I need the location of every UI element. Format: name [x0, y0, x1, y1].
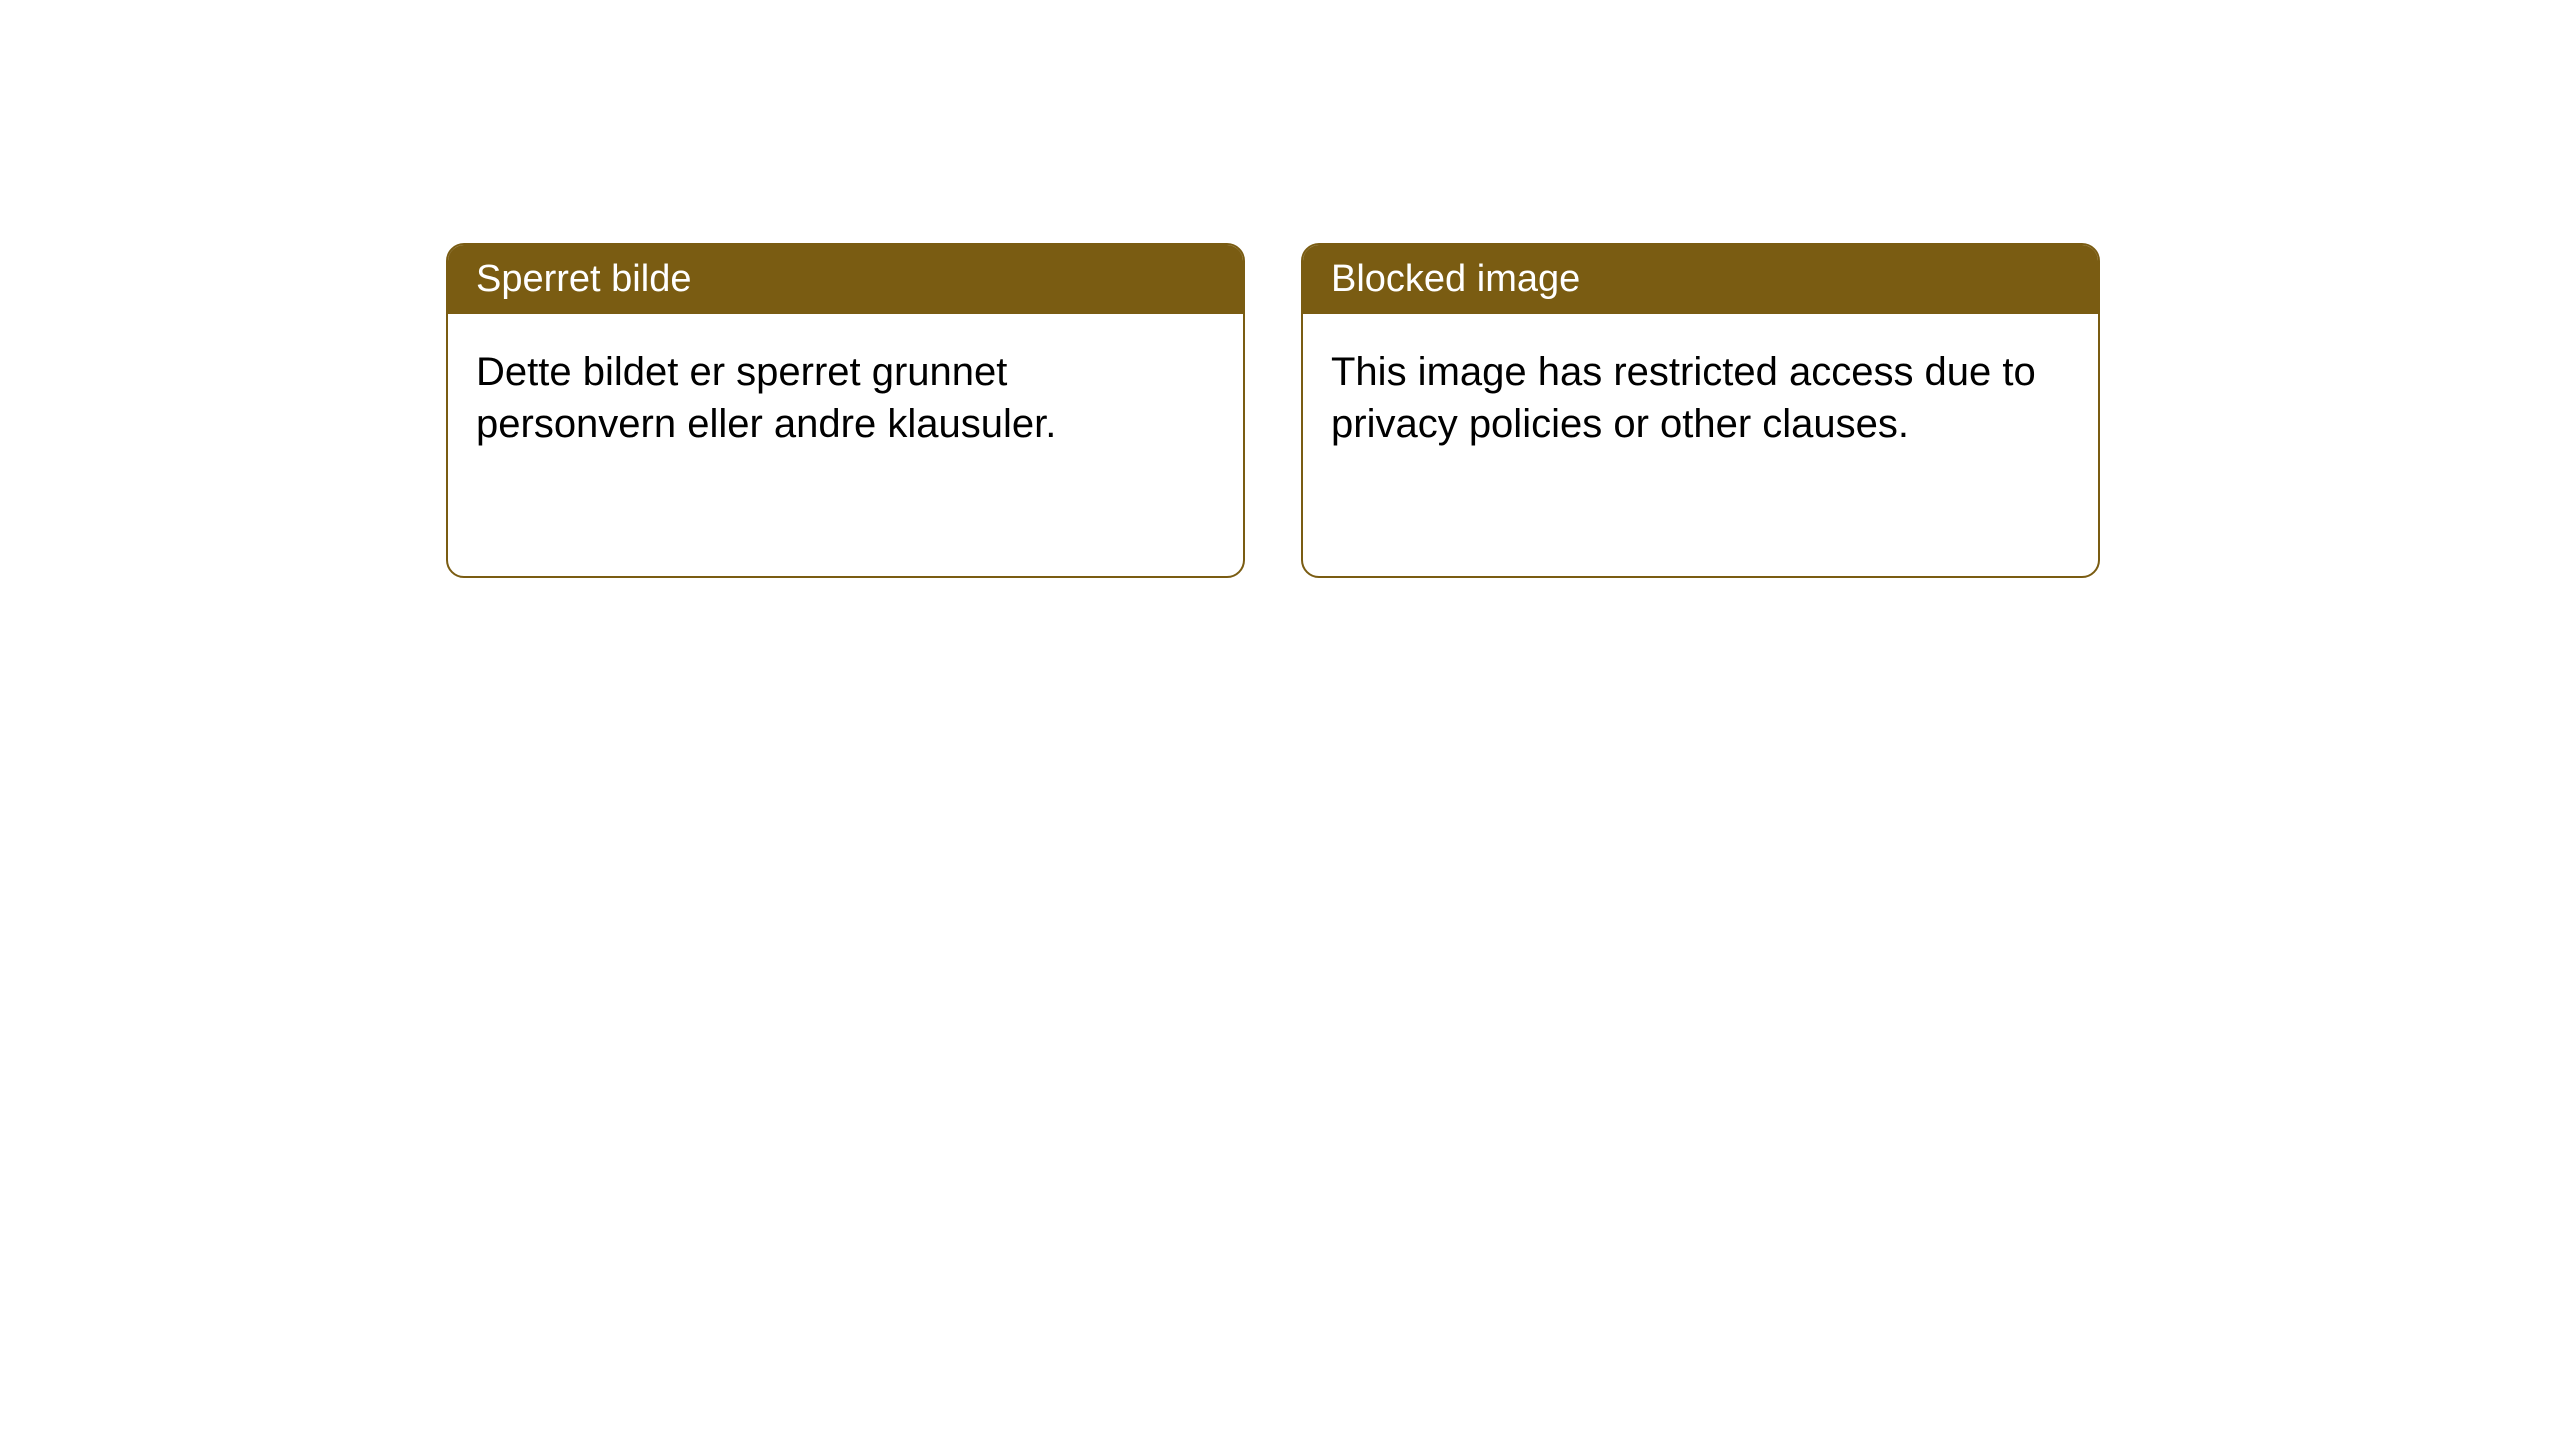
notice-header-english: Blocked image	[1303, 245, 2098, 314]
notice-container: Sperret bilde Dette bildet er sperret gr…	[446, 243, 2100, 578]
notice-message-english: This image has restricted access due to …	[1331, 350, 2036, 446]
notice-title-english: Blocked image	[1331, 258, 1580, 300]
notice-message-norwegian: Dette bildet er sperret grunnet personve…	[476, 350, 1056, 446]
notice-card-norwegian: Sperret bilde Dette bildet er sperret gr…	[446, 243, 1245, 578]
notice-header-norwegian: Sperret bilde	[448, 245, 1243, 314]
notice-body-norwegian: Dette bildet er sperret grunnet personve…	[448, 314, 1243, 482]
notice-card-english: Blocked image This image has restricted …	[1301, 243, 2100, 578]
notice-body-english: This image has restricted access due to …	[1303, 314, 2098, 482]
notice-title-norwegian: Sperret bilde	[476, 258, 691, 300]
